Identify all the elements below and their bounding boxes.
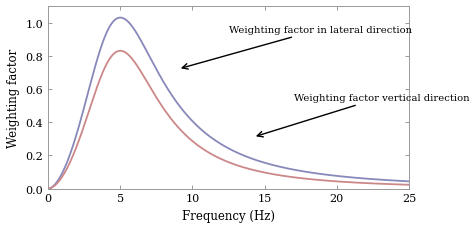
Y-axis label: Weighting factor: Weighting factor [7,49,20,147]
Text: Weighting factor vertical direction: Weighting factor vertical direction [257,93,469,137]
Text: Weighting factor in lateral direction: Weighting factor in lateral direction [182,26,412,70]
X-axis label: Frequency (Hz): Frequency (Hz) [182,209,275,222]
